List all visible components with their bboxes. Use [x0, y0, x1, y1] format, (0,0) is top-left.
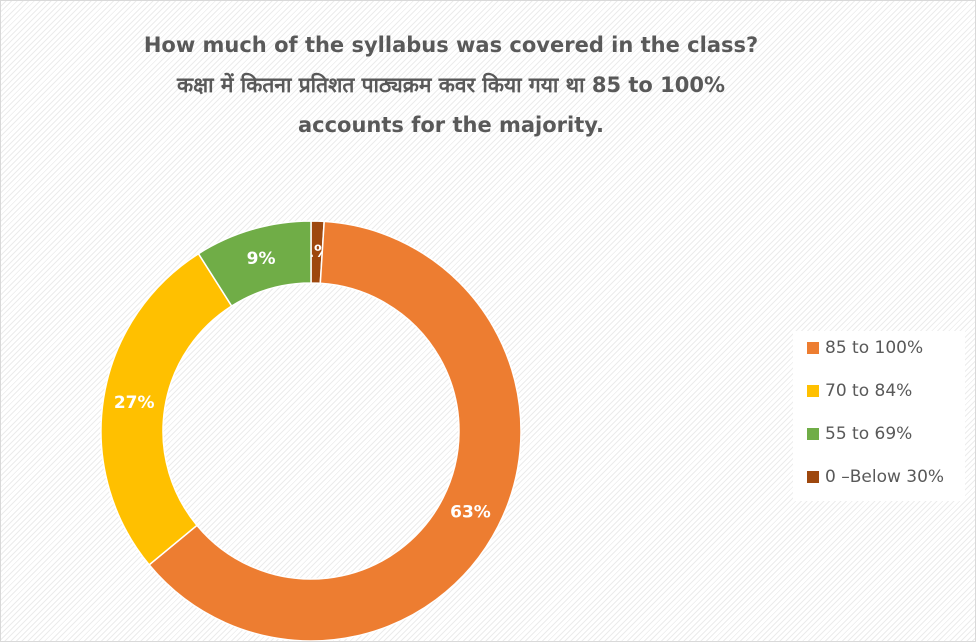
legend-box — [793, 331, 965, 501]
chart-title: How much of the syllabus was covered in … — [143, 33, 759, 137]
data-label: 27% — [114, 393, 155, 413]
data-label: 9% — [247, 249, 276, 269]
donut-segment — [100, 252, 233, 566]
legend: 85 to 100% 70 to 84% 55 to 69% 0 –Below 30% — [793, 331, 965, 501]
legend-swatch — [807, 471, 819, 483]
data-label: 63% — [450, 502, 491, 522]
legend-label: 70 to 84% — [825, 381, 912, 401]
donut-segment — [197, 220, 312, 308]
legend-label: 55 to 69% — [825, 424, 912, 444]
legend-label: 85 to 100% — [825, 338, 923, 358]
legend-label: 0 –Below 30% — [825, 467, 944, 487]
legend-swatch — [807, 342, 819, 354]
donut-segment — [148, 220, 522, 641]
legend-swatch — [807, 385, 819, 397]
legend-swatch — [807, 428, 819, 440]
